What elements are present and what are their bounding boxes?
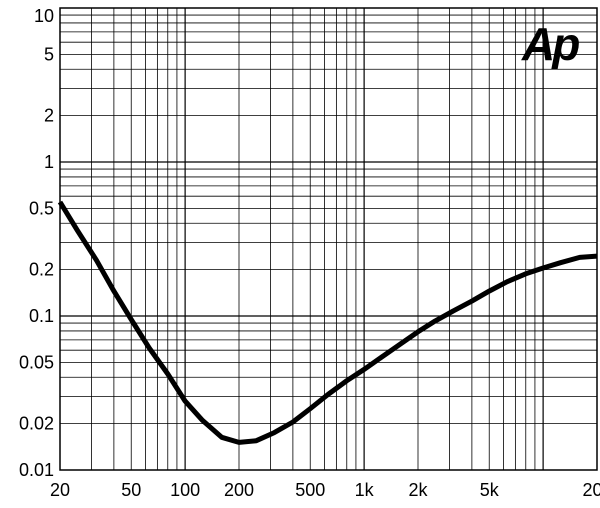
plot-frame [59,7,598,471]
y-tick-label: 0.02 [19,414,54,434]
x-tick-label: 1k [355,480,375,500]
x-tick-label: 500 [295,480,325,500]
series-line [57,200,598,445]
x-tick-labels: 20 50 100 200 500 1k 2k 5k 20k [50,480,600,500]
series-layer [57,200,598,445]
x-tick-label: 2k [408,480,428,500]
x-tick-label: 20k [582,480,600,500]
y-tick-label: 2 [44,106,54,126]
y-tick-label: 10 [34,6,54,26]
y-tick-label: 0.2 [29,260,54,280]
y-tick-label: 0.01 [19,460,54,480]
major-gridlines [60,8,597,470]
y-tick-label: 0.1 [29,306,54,326]
y-tick-label: 0.5 [29,198,54,218]
y-tick-labels: 10 5 2 1 0.5 0.2 0.1 0.05 0.02 0.01 [19,6,54,480]
y-tick-label: 1 [44,152,54,172]
x-tick-label: 20 [50,480,70,500]
x-tick-label: 5k [480,480,500,500]
y-tick-label: 0.05 [19,352,54,372]
x-tick-label: 100 [170,480,200,500]
x-tick-label: 200 [224,480,254,500]
y-tick-label: 5 [44,44,54,64]
x-tick-label: 50 [121,480,141,500]
minor-gridlines [60,8,597,470]
ap-logo: Ap [521,18,579,70]
